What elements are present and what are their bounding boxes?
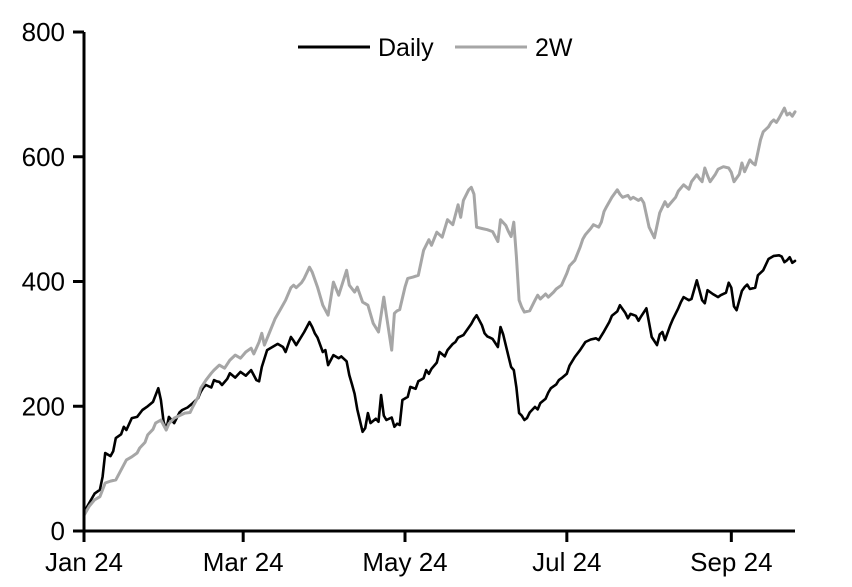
y-axis-tick-labels: 0 200 400 600 800 <box>22 17 65 546</box>
legend-label-daily: Daily <box>378 34 434 62</box>
legend: Daily 2W <box>298 34 573 62</box>
x-tick-label: Jan 24 <box>45 547 123 577</box>
x-tick-label: Sep 24 <box>690 547 772 577</box>
y-tick-label: 400 <box>22 267 65 297</box>
x-tick-label: Mar 24 <box>203 547 284 577</box>
daily-series-line <box>82 254 797 514</box>
x-axis-tick-labels: Jan 24 Mar 24 May 24 Jul 24 Sep 24 <box>45 547 773 577</box>
x-axis-ticks <box>82 531 733 542</box>
legend-label-2w: 2W <box>535 34 573 62</box>
y-tick-label: 600 <box>22 142 65 172</box>
y-tick-label: 800 <box>22 17 65 47</box>
y-axis-ticks <box>73 30 84 533</box>
series-group <box>82 106 797 517</box>
y-tick-label: 200 <box>22 391 65 421</box>
x-tick-label: Jul 24 <box>532 547 601 577</box>
x-tick-label: May 24 <box>362 547 447 577</box>
two-week-series-line <box>82 106 797 517</box>
y-tick-label: 0 <box>51 516 65 546</box>
axes-group: 0 200 400 600 800 Jan 24 Mar 24 May 24 Jul 24 Se… <box>22 17 795 577</box>
